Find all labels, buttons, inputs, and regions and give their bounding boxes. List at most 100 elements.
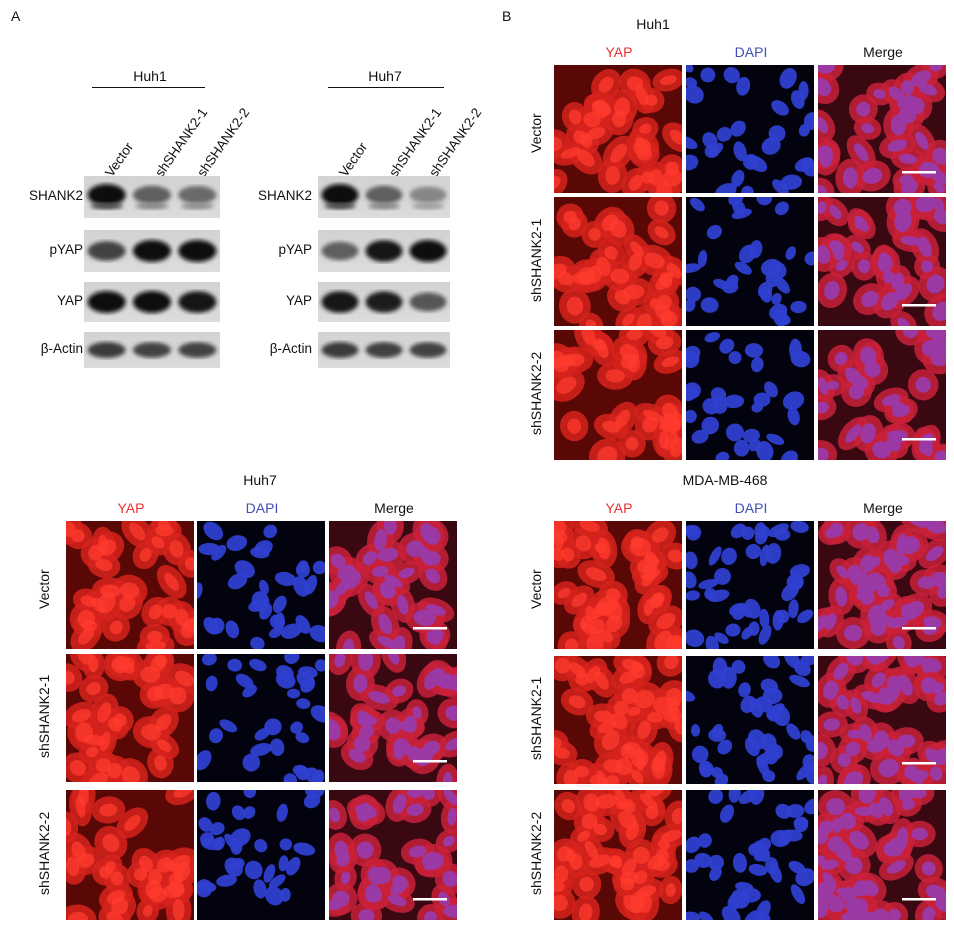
if-image-dapi	[197, 654, 325, 782]
if-image-dapi	[197, 790, 325, 920]
if-row-label: Vector	[36, 569, 52, 609]
if-cell-line-0: Huh1	[636, 16, 670, 32]
scale-bar	[902, 762, 936, 765]
if-image-yap	[66, 790, 194, 920]
blot-protein-label: β-Actin	[40, 341, 83, 356]
scale-bar	[413, 760, 447, 763]
blot-protein-label: YAP	[285, 293, 312, 308]
blot-lane-label: Vector	[336, 139, 371, 180]
blot-band	[365, 291, 403, 313]
if-column-label: Merge	[863, 44, 903, 60]
blot-band	[365, 185, 403, 205]
if-column-label: YAP	[605, 500, 633, 516]
blot-band	[321, 342, 359, 358]
if-image-merge	[329, 521, 457, 649]
blot-band	[321, 291, 359, 313]
blot-strip	[318, 176, 450, 218]
blot-cell-line-1: Huh7	[368, 68, 402, 84]
if-image-dapi	[197, 521, 325, 649]
blot-band	[324, 202, 356, 210]
scale-bar	[902, 627, 936, 630]
if-image-yap	[66, 654, 194, 782]
if-row-label: shSHANK2-2	[528, 811, 544, 895]
if-column-label: DAPI	[734, 44, 768, 60]
if-image-dapi	[686, 65, 814, 193]
if-row-label: shSHANK2-1	[528, 676, 544, 760]
if-row-label: shSHANK2-2	[528, 351, 544, 435]
blot-band	[409, 342, 447, 358]
if-cell-line-1: Huh7	[243, 472, 277, 488]
blot-band	[409, 292, 447, 312]
if-row-label: shSHANK2-1	[528, 218, 544, 302]
blot-strip	[84, 282, 220, 322]
blot-band	[178, 342, 217, 358]
blot-protein-label: pYAP	[49, 242, 83, 257]
blot-protein-label: pYAP	[278, 242, 312, 257]
blot-band	[368, 202, 400, 210]
scale-bar	[902, 438, 936, 441]
blot-band	[87, 342, 126, 358]
blot-band	[321, 184, 359, 206]
panel-letter-b: B	[502, 8, 512, 24]
if-image-dapi	[686, 330, 814, 460]
if-cell-line-2: MDA-MB-468	[682, 472, 768, 488]
blot-protein-label: YAP	[56, 293, 83, 308]
panel-letter-a: A	[11, 8, 21, 24]
scale-bar	[902, 171, 936, 174]
if-row-label: Vector	[528, 569, 544, 609]
scale-bar	[902, 304, 936, 307]
if-column-label: DAPI	[245, 500, 279, 516]
if-image-yap	[554, 656, 682, 784]
if-image-dapi	[686, 656, 814, 784]
if-image-dapi	[686, 521, 814, 649]
blot-band	[135, 202, 169, 210]
if-image-yap	[554, 521, 682, 649]
if-column-label: Merge	[863, 500, 903, 516]
blot-band	[178, 240, 217, 262]
blot-band	[132, 291, 172, 313]
if-row-label: shSHANK2-2	[36, 811, 52, 895]
blot-band	[87, 184, 126, 206]
if-image-yap	[66, 521, 194, 649]
if-image-merge	[818, 656, 946, 784]
blot-strip	[84, 230, 220, 272]
blot-band	[87, 291, 126, 313]
blot-band	[365, 342, 403, 358]
if-image-dapi	[686, 790, 814, 920]
blot-protein-label: β-Actin	[269, 341, 312, 356]
if-image-merge	[818, 330, 946, 460]
blot-band	[178, 186, 217, 204]
blot-protein-label: SHANK2	[28, 188, 83, 203]
if-column-label: YAP	[117, 500, 145, 516]
blot-header-line	[328, 87, 444, 88]
if-image-merge	[329, 654, 457, 782]
if-row-label: shSHANK2-1	[36, 674, 52, 758]
if-image-merge	[818, 197, 946, 326]
if-image-merge	[329, 790, 457, 920]
blot-strip	[318, 230, 450, 272]
blot-cell-line-0: Huh1	[133, 68, 167, 84]
blot-band	[409, 240, 447, 262]
if-image-merge	[818, 790, 946, 920]
blot-band	[409, 186, 447, 204]
blot-strip	[318, 282, 450, 322]
blot-strip	[84, 176, 220, 218]
blot-band	[365, 240, 403, 262]
blot-lane-label: Vector	[102, 139, 137, 180]
if-row-label: Vector	[528, 113, 544, 153]
blot-band	[321, 241, 359, 261]
blot-strip	[318, 332, 450, 368]
blot-band	[181, 202, 214, 210]
if-image-merge	[818, 65, 946, 193]
blot-band	[132, 185, 172, 205]
blot-band	[178, 291, 217, 313]
blot-band	[132, 240, 172, 262]
if-column-label: Merge	[374, 500, 414, 516]
if-image-yap	[554, 65, 682, 193]
blot-strip	[84, 332, 220, 368]
if-image-yap	[554, 790, 682, 920]
scale-bar	[413, 627, 447, 630]
if-image-yap	[554, 330, 682, 460]
scale-bar	[413, 898, 447, 901]
blot-band	[412, 202, 444, 210]
